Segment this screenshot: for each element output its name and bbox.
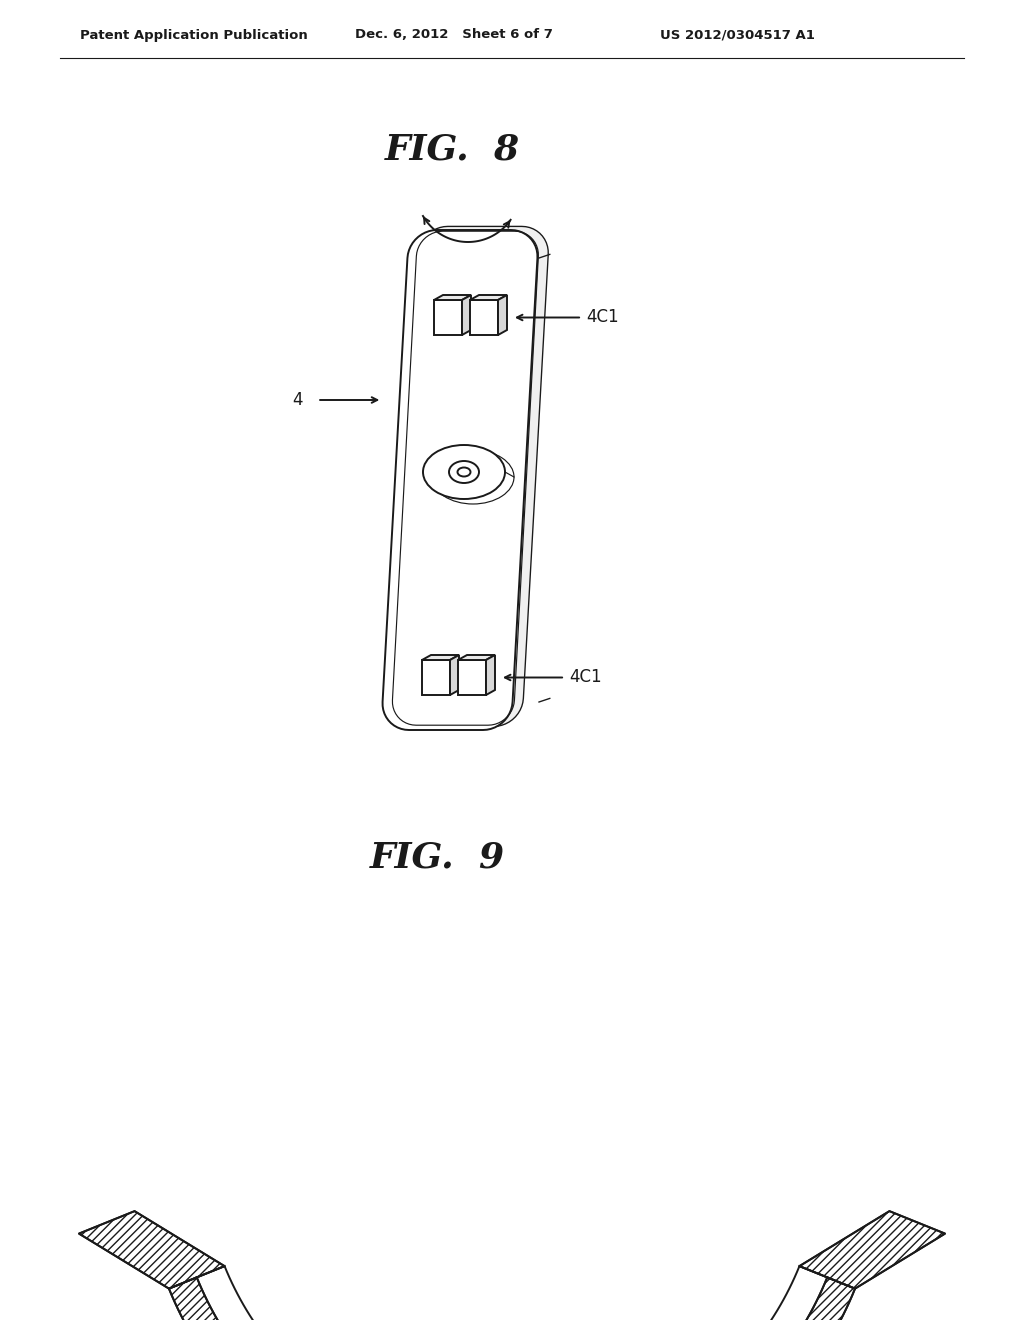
Ellipse shape [423,445,505,499]
Text: Dec. 6, 2012   Sheet 6 of 7: Dec. 6, 2012 Sheet 6 of 7 [355,29,553,41]
Polygon shape [458,655,495,660]
Ellipse shape [449,461,479,483]
Polygon shape [458,660,486,696]
Text: FIG.  8: FIG. 8 [385,133,520,168]
Ellipse shape [458,467,470,477]
Text: 4C1: 4C1 [586,309,618,326]
Polygon shape [486,655,495,696]
Text: FIG.  9: FIG. 9 [370,841,505,875]
Text: Patent Application Publication: Patent Application Publication [80,29,308,41]
Polygon shape [470,300,498,335]
Text: US 2012/0304517 A1: US 2012/0304517 A1 [660,29,815,41]
Polygon shape [393,227,548,726]
Polygon shape [434,300,462,335]
Polygon shape [79,1212,224,1288]
Ellipse shape [432,450,514,504]
Polygon shape [462,294,471,335]
Text: 4: 4 [293,391,303,409]
Polygon shape [470,294,507,300]
Polygon shape [422,655,459,660]
Polygon shape [800,1212,945,1288]
Polygon shape [434,294,471,300]
Polygon shape [498,294,507,335]
Polygon shape [169,1278,855,1320]
Text: 4C1: 4C1 [569,668,602,686]
Polygon shape [422,660,450,696]
Polygon shape [383,230,538,730]
Polygon shape [450,655,459,696]
